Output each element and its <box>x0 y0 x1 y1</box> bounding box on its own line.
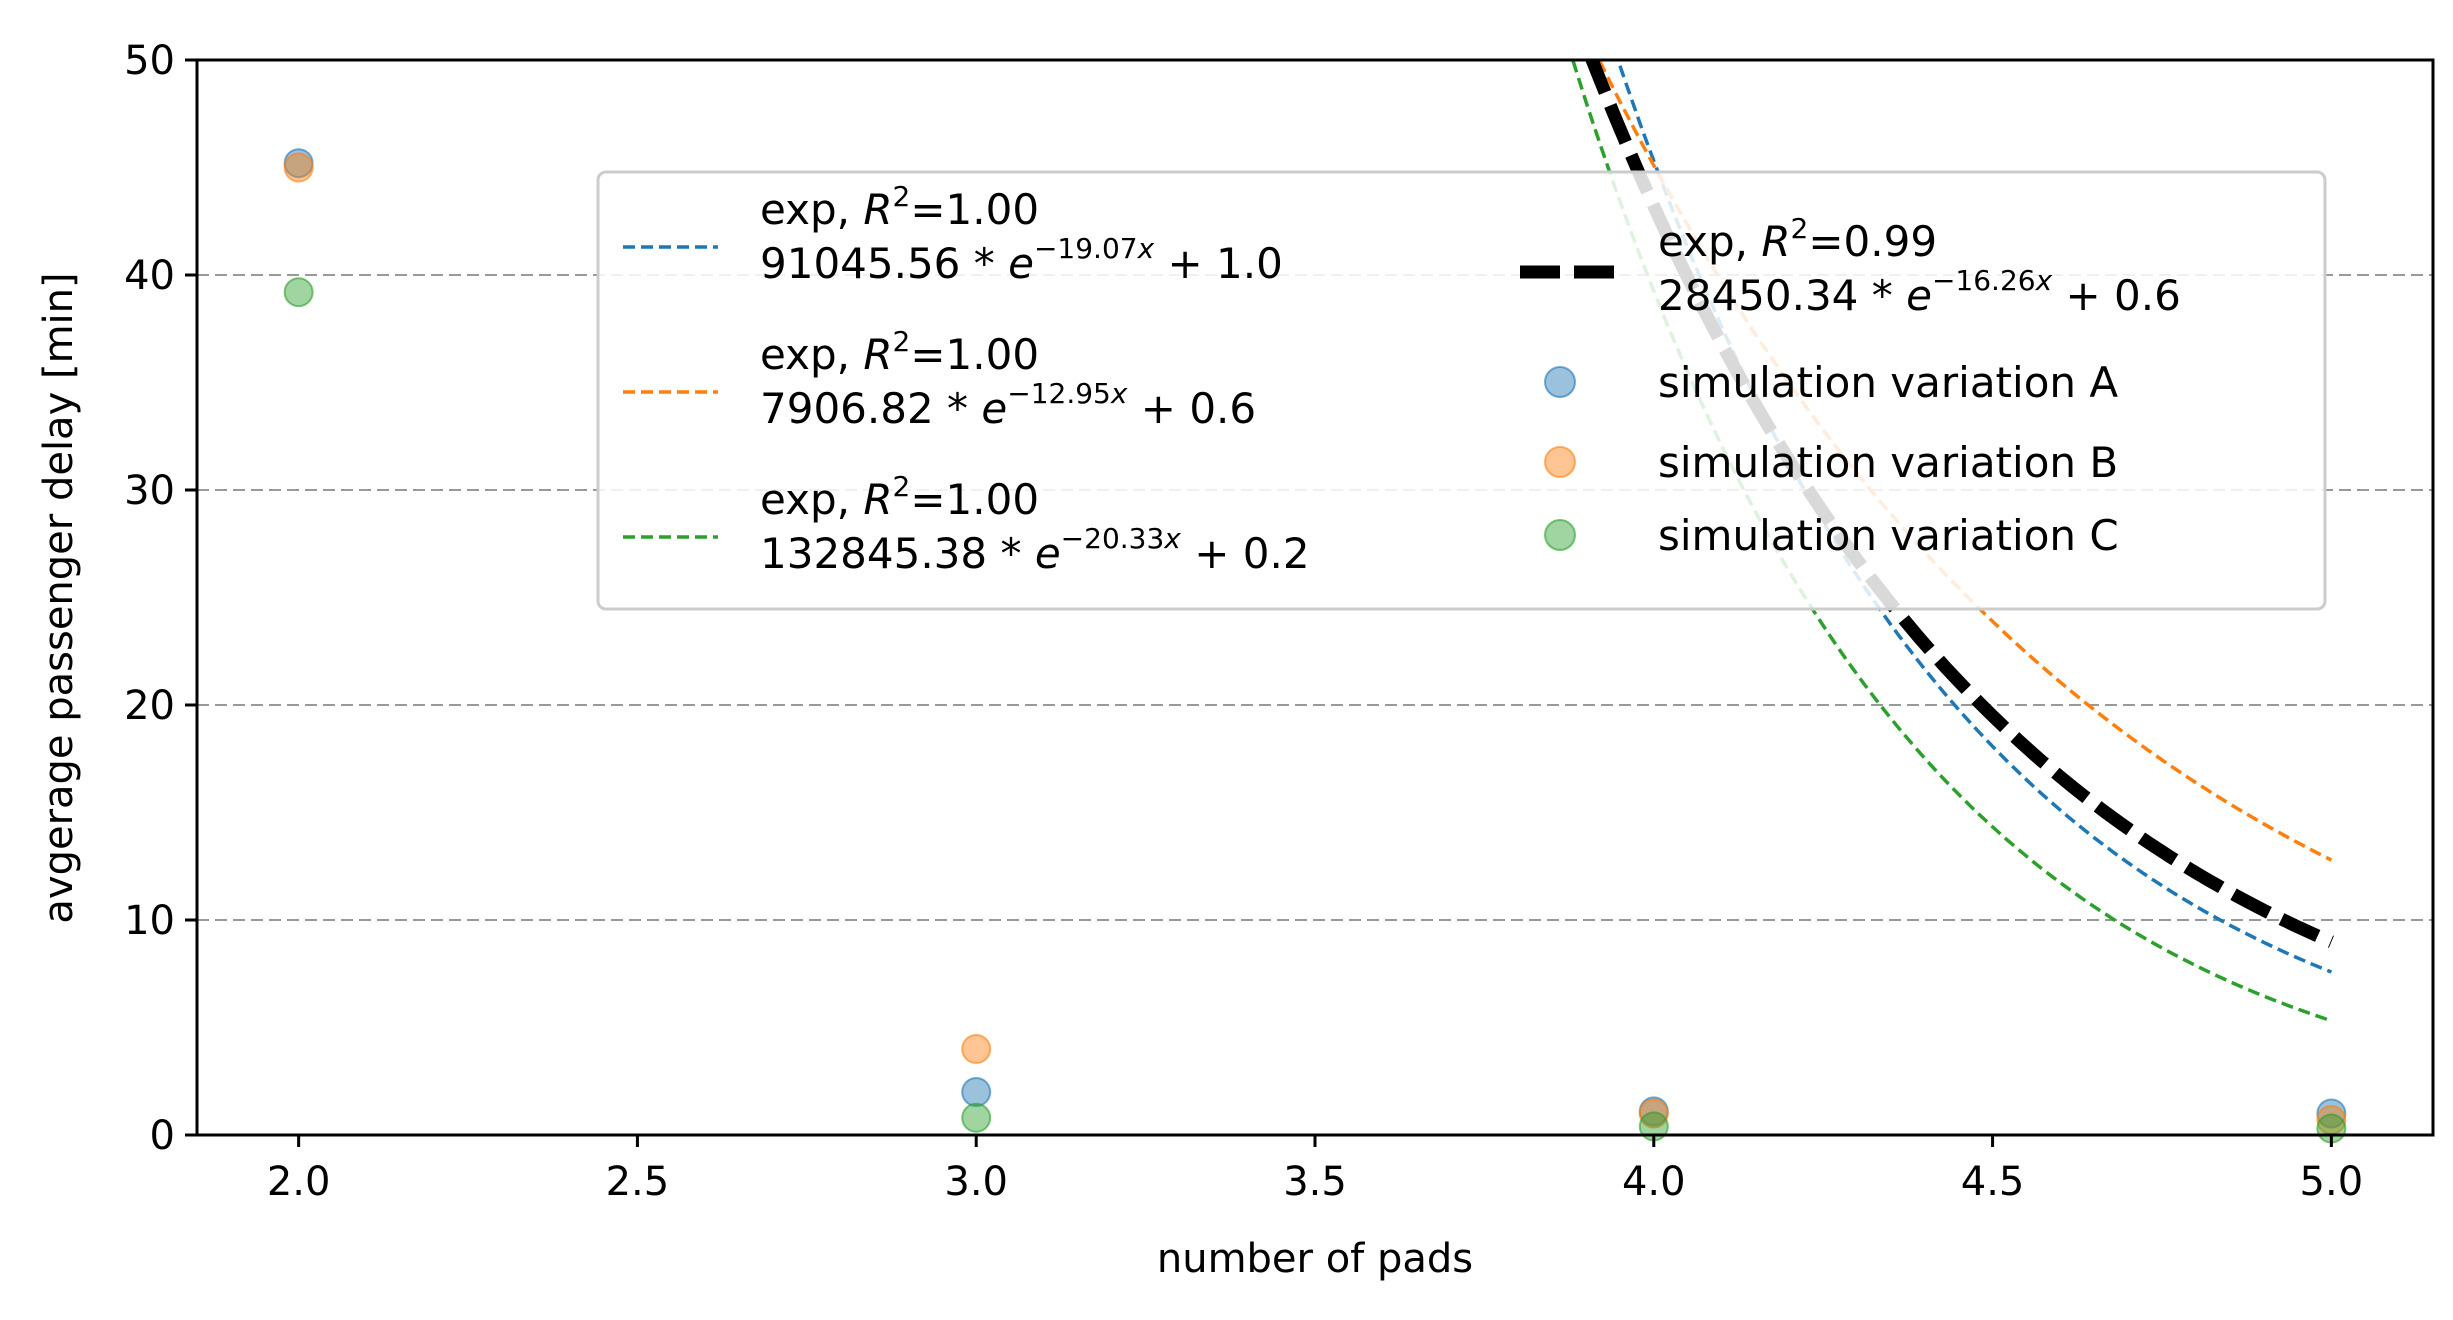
scatter-point <box>283 277 314 308</box>
fit-line <box>1616 60 2333 974</box>
legend-fit-r2: exp, R2=1.00 <box>760 180 1039 234</box>
scatter-points <box>283 148 2347 1144</box>
fit-line <box>1570 60 2332 1023</box>
y-axis-ticks: 0 10 20 30 40 50 <box>124 38 197 1159</box>
scatter-point <box>961 1102 992 1133</box>
legend-scatter-swatch <box>1544 366 1576 398</box>
legend-fit-r2: exp, R2=1.00 <box>760 325 1039 379</box>
y-axis-title: avgerage passenger delay [min] <box>36 272 82 923</box>
legend-fit-formula: 28450.34 * e−16.26x + 0.6 <box>1658 264 2181 320</box>
x-tick-label: 2.0 <box>267 1159 331 1205</box>
x-tick-label: 4.5 <box>1961 1159 2025 1205</box>
legend-scatter-label: simulation variation A <box>1658 358 2118 407</box>
legend-scatter-swatch <box>1544 519 1576 551</box>
x-tick-label: 3.5 <box>1283 1159 1347 1205</box>
legend-fit-r2: exp, R2=1.00 <box>760 470 1039 524</box>
scatter-point <box>283 152 314 183</box>
fit-lines <box>1570 60 2334 1023</box>
y-tick-label: 0 <box>150 1113 175 1159</box>
x-tick-label: 2.5 <box>606 1159 670 1205</box>
legend-fit-formula: 91045.56 * e−19.07x + 1.0 <box>760 232 1283 288</box>
x-tick-label: 4.0 <box>1622 1159 1686 1205</box>
x-axis-ticks: 2.0 2.5 3.0 3.5 4.0 4.5 5.0 <box>267 1135 2363 1205</box>
x-tick-label: 3.0 <box>944 1159 1008 1205</box>
y-tick-label: 50 <box>124 38 175 84</box>
legend-box <box>596 170 2327 611</box>
scatter-point <box>961 1077 992 1107</box>
y-tick-label: 40 <box>124 253 175 299</box>
x-tick-label: 5.0 <box>2300 1159 2364 1205</box>
legend-fit-formula: 132845.38 * e−20.33x + 0.2 <box>760 522 1310 578</box>
scatter-point <box>961 1034 992 1064</box>
y-tick-label: 10 <box>124 898 175 944</box>
y-tick-label: 30 <box>124 468 175 514</box>
fit-line <box>1597 60 2333 862</box>
legend-scatter-label: simulation variation C <box>1658 511 2119 560</box>
x-axis-title: number of pads <box>1157 1236 1473 1282</box>
legend-scatter-label: simulation variation B <box>1658 438 2118 487</box>
legend-scatter-swatch <box>1544 446 1576 478</box>
scatter-point <box>2316 1098 2347 1129</box>
legend-fit-formula: 7906.82 * e−12.95x + 0.6 <box>760 377 1256 433</box>
y-tick-label: 20 <box>124 683 175 729</box>
fit-line-overall <box>1585 60 2334 948</box>
scatter-point <box>1638 1098 1669 1129</box>
legend-fit-r2: exp, R2=0.99 <box>1658 212 1937 266</box>
